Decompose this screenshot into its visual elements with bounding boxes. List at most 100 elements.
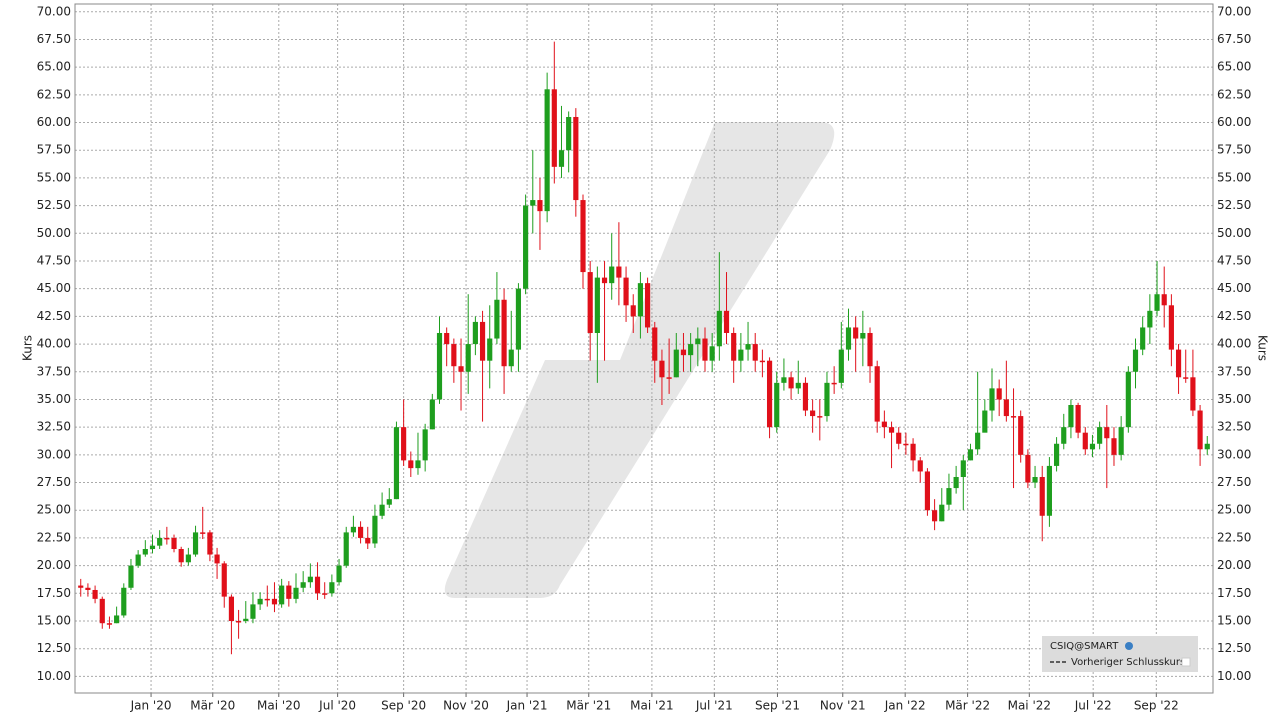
candle-body	[637, 283, 643, 317]
candle-body	[709, 346, 715, 361]
candle-body	[279, 585, 285, 605]
x-tick-label: Sep '21	[755, 699, 800, 713]
y-tick-label: 62.50	[37, 87, 71, 101]
y-tick-label-right: 55.00	[1217, 170, 1251, 184]
candle-body	[1132, 349, 1139, 372]
candle-body	[652, 327, 658, 361]
candle-body	[379, 504, 385, 516]
candle-body	[264, 598, 270, 601]
candle-body	[1075, 404, 1081, 433]
candle-body	[781, 377, 787, 383]
candle-body	[752, 344, 758, 361]
candle-body	[795, 382, 801, 389]
candle-body	[910, 443, 916, 461]
candle-body	[1039, 476, 1045, 516]
candle-body	[157, 537, 163, 546]
legend-checkbox[interactable]	[1181, 657, 1191, 667]
candle-body	[1161, 294, 1167, 306]
y-tick-label: 17.50	[37, 586, 71, 600]
candle-body	[1147, 310, 1153, 328]
candle-body	[766, 360, 773, 428]
y-tick-label: 42.50	[37, 309, 71, 323]
candle-body	[214, 554, 220, 564]
candle-body	[982, 410, 988, 433]
candle-body	[1168, 305, 1174, 350]
y-tick-label-right: 10.00	[1217, 669, 1251, 683]
candle-body	[1140, 327, 1146, 350]
candle-body	[200, 532, 206, 534]
candle-body	[989, 388, 995, 411]
candle-body	[996, 388, 1002, 400]
y-tick-label: 67.50	[37, 32, 71, 46]
candle-body	[78, 585, 84, 588]
candle-body	[228, 596, 235, 621]
candle-body	[845, 327, 852, 350]
candle-body	[1190, 377, 1196, 411]
y-tick-label: 37.50	[37, 364, 71, 378]
candle-body	[716, 310, 722, 347]
candle-body	[386, 499, 392, 505]
candle-body	[853, 327, 859, 339]
candle-body	[946, 488, 952, 505]
candle-body	[365, 537, 371, 544]
candle-body	[343, 532, 349, 566]
candle-body	[128, 565, 134, 588]
candle-body	[501, 299, 507, 367]
candle-body	[257, 598, 263, 605]
x-tick-label: Mai '22	[1008, 699, 1051, 713]
y-axis-label: Kurs	[21, 335, 35, 361]
candle-body	[673, 349, 679, 378]
candle-body	[99, 598, 105, 624]
candle-body	[802, 382, 809, 411]
candle-body	[932, 510, 938, 522]
candle-body	[1111, 438, 1117, 455]
legend-box	[1042, 636, 1198, 672]
y-tick-label-right: 30.00	[1217, 447, 1251, 461]
candle-body	[1010, 416, 1017, 418]
x-tick-label: Jan '20	[130, 699, 172, 713]
candle-body	[530, 200, 536, 206]
candle-body	[831, 382, 837, 385]
y-tick-label-right: 25.00	[1217, 503, 1251, 517]
candle-body	[838, 349, 844, 383]
y-tick-label: 32.50	[37, 420, 71, 434]
candle-body	[401, 427, 407, 461]
candle-body	[336, 565, 342, 583]
candle-body	[544, 89, 550, 212]
x-tick-label: Jul '22	[1074, 699, 1112, 713]
y-tick-label-right: 22.50	[1217, 530, 1251, 544]
candle-body	[494, 299, 500, 339]
y-tick-label-right: 40.00	[1217, 337, 1251, 351]
candle-body	[85, 587, 91, 590]
candle-body	[451, 344, 457, 367]
candle-body	[207, 532, 213, 555]
candle-body	[508, 349, 514, 367]
y-tick-label-right: 45.00	[1217, 281, 1251, 295]
candle-body	[1025, 454, 1031, 483]
candle-body	[810, 410, 816, 417]
candle-body	[924, 471, 931, 511]
y-tick-label: 35.00	[37, 392, 71, 406]
candle-body	[1204, 443, 1210, 450]
y-tick-label-right: 20.00	[1217, 558, 1251, 572]
y-tick-label-right: 65.00	[1217, 60, 1251, 74]
y-tick-label-right: 62.50	[1217, 87, 1251, 101]
legend-icon	[1125, 642, 1133, 650]
candle-body	[429, 399, 435, 430]
candle-body	[393, 427, 400, 500]
candle-body	[487, 338, 493, 361]
candle-body	[149, 545, 156, 549]
candle-body	[458, 366, 464, 372]
candle-body	[286, 585, 292, 599]
legend: CSIQ@SMART Vorheriger Schlusskurs	[1042, 636, 1198, 672]
y-tick-label-right: 52.50	[1217, 198, 1251, 212]
candle-body	[616, 266, 622, 278]
y-tick-label: 20.00	[37, 558, 71, 572]
candle-body	[975, 432, 981, 450]
candle-body	[917, 460, 923, 472]
x-tick-label: Mai '21	[630, 699, 673, 713]
y-tick-label-right: 42.50	[1217, 309, 1251, 323]
candle-body	[723, 310, 730, 333]
candle-body	[135, 554, 141, 566]
